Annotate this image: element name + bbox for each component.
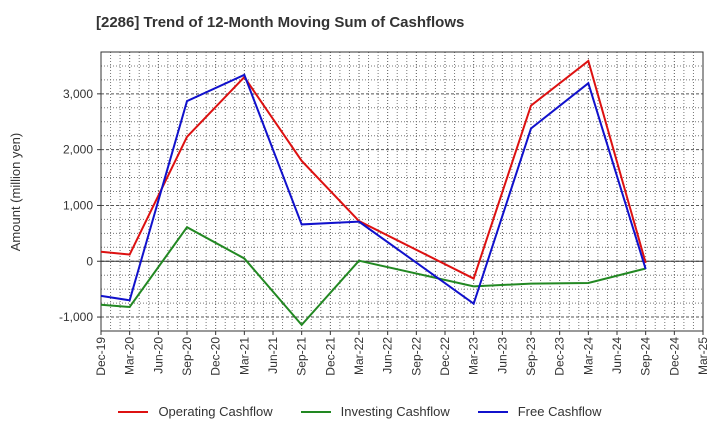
legend-swatch <box>477 410 508 413</box>
x-tick-label: Dec-21 <box>323 337 337 376</box>
x-tick-label: Mar-21 <box>237 337 251 375</box>
x-tick-label: Sep-22 <box>409 337 423 376</box>
x-tick-label: Sep-24 <box>639 337 653 376</box>
y-axis-label: Amount (million yen) <box>8 133 23 252</box>
legend-item: Operating Cashflow <box>118 404 273 419</box>
legend-swatch <box>300 410 331 413</box>
legend: Operating Cashflow Investing Cashflow Free… <box>0 404 720 419</box>
x-tick-label: Dec-19 <box>94 337 108 376</box>
legend-label: Investing Cashflow <box>340 404 450 419</box>
y-tick-label: 1,000 <box>63 198 93 212</box>
x-tick-label: Mar-20 <box>123 337 137 375</box>
x-tick-label: Mar-22 <box>352 337 366 375</box>
x-tick-label: Mar-24 <box>581 337 595 375</box>
x-tick-label: Dec-22 <box>438 337 452 376</box>
x-tick-label: Dec-20 <box>209 337 223 376</box>
y-tick-label: 2,000 <box>63 143 93 157</box>
legend-label: Free Cashflow <box>517 404 602 419</box>
x-tick-label: Sep-21 <box>295 337 309 376</box>
y-tick-label: -1,000 <box>59 310 93 324</box>
x-tick-label: Mar-23 <box>467 337 481 375</box>
x-tick-label: Mar-25 <box>696 337 710 375</box>
y-tick-label: 0 <box>86 254 93 268</box>
x-tick-label: Jun-22 <box>381 337 395 374</box>
series-line-investing-cashflow <box>100 225 646 327</box>
x-tick-label: Dec-24 <box>667 337 681 376</box>
x-tick-label: Dec-23 <box>553 337 567 376</box>
series-line-operating-cashflow <box>100 59 647 280</box>
legend-item: Investing Cashflow <box>300 404 450 419</box>
series-line-free-cashflow <box>100 73 647 306</box>
x-tick-label: Jun-20 <box>151 337 165 374</box>
series-layer <box>100 59 647 327</box>
legend-item: Free Cashflow <box>477 404 602 419</box>
axis-layer: -1,000 0 1,000 2,000 3,000 Dec-19 Mar-20 Jun-20… <box>59 51 710 376</box>
y-tick-label: 3,000 <box>63 87 93 101</box>
x-tick-label: Jun-21 <box>266 337 280 374</box>
legend-label: Operating Cashflow <box>158 404 273 419</box>
x-tick-label: Sep-23 <box>524 337 538 376</box>
x-tick-label: Sep-20 <box>180 337 194 376</box>
x-tick-label: Jun-24 <box>610 337 624 374</box>
legend-swatch <box>118 410 149 413</box>
grid-layer <box>100 51 704 332</box>
x-tick-label: Jun-23 <box>495 337 509 374</box>
plot-frame <box>100 51 704 332</box>
chart-title: [2286] Trend of 12-Month Moving Sum of C… <box>96 14 465 31</box>
